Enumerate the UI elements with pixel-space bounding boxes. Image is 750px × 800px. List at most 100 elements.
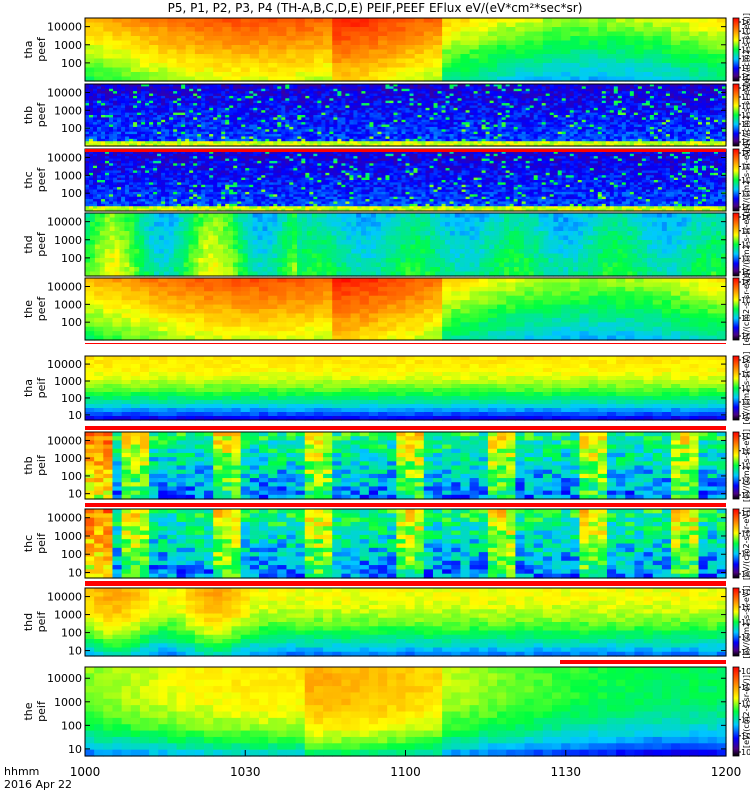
- heatmap-cell: [189, 93, 194, 97]
- heatmap-cell: [460, 40, 471, 46]
- heatmap-cell: [101, 126, 106, 130]
- heatmap-cell: [317, 141, 322, 145]
- heatmap-cell: [401, 100, 407, 104]
- heatmap-cell: [489, 98, 495, 102]
- heatmap-cell: [465, 124, 471, 128]
- heatmap-cell: [465, 86, 471, 90]
- heatmap-cell: [389, 138, 395, 142]
- heatmap-cell: [205, 124, 210, 128]
- heatmap-cell: [513, 95, 519, 99]
- heatmap-cell: [345, 110, 351, 114]
- heatmap-cell: [167, 18, 178, 24]
- heatmap-cell: [365, 88, 371, 92]
- heatmap-cell: [313, 136, 318, 140]
- heatmap-cell: [153, 100, 158, 104]
- heatmap-cell: [442, 72, 452, 78]
- heatmap-cell: [213, 72, 223, 78]
- heatmap-cell: [139, 36, 150, 42]
- heatmap-cell: [157, 86, 162, 90]
- heatmap-cell: [579, 40, 590, 46]
- heatmap-cell: [437, 95, 443, 99]
- heatmap-cell: [525, 138, 531, 142]
- heatmap-cell: [321, 86, 326, 90]
- heatmap-cell: [405, 107, 411, 111]
- heatmap-cell: [349, 129, 355, 133]
- heatmap-cell: [165, 95, 170, 99]
- heatmap-cell: [130, 58, 141, 64]
- heatmap-cell: [501, 129, 507, 133]
- heatmap-cell: [513, 100, 519, 104]
- heatmap-cell: [233, 141, 238, 145]
- heatmap-cell: [485, 134, 491, 138]
- heatmap-cell: [149, 91, 154, 95]
- heatmap-cell: [85, 54, 95, 60]
- heatmap-cell: [323, 58, 333, 64]
- heatmap-cell: [401, 84, 407, 87]
- heatmap-cell: [321, 88, 326, 92]
- heatmap-cell: [130, 22, 141, 28]
- heatmap-cell: [209, 119, 214, 123]
- heatmap-cell: [149, 134, 154, 138]
- heatmap-cell: [189, 129, 194, 133]
- heatmap-cell: [145, 98, 150, 102]
- heatmap-cell: [185, 54, 196, 60]
- heatmap-cell: [161, 129, 166, 133]
- heatmap-cell: [561, 45, 571, 51]
- heatmap-cell: [297, 86, 302, 90]
- heatmap-cell: [193, 143, 198, 147]
- heatmap-cell: [249, 88, 254, 92]
- heatmap-cell: [570, 58, 581, 64]
- heatmap-cell: [89, 122, 94, 126]
- heatmap-cell: [449, 112, 455, 116]
- heatmap-cell: [353, 110, 359, 114]
- heatmap-cell: [373, 115, 379, 118]
- heatmap-cell: [289, 100, 294, 104]
- heatmap-cell: [537, 93, 543, 97]
- heatmap-cell: [387, 72, 397, 78]
- heatmap-cell: [509, 105, 515, 109]
- heatmap-cell: [441, 143, 447, 147]
- heatmap-cell: [481, 95, 487, 99]
- heatmap-cell: [515, 67, 526, 73]
- heatmap-cell: [265, 88, 270, 92]
- heatmap-cell: [329, 112, 334, 116]
- heatmap-cell: [101, 134, 106, 138]
- heatmap-cell: [350, 58, 361, 64]
- heatmap-cell: [257, 143, 262, 147]
- heatmap-cell: [333, 134, 338, 138]
- heatmap-cell: [193, 115, 198, 118]
- heatmap-cell: [109, 112, 114, 116]
- heatmap-cell: [167, 36, 178, 42]
- heatmap-cell: [137, 91, 142, 95]
- heatmap-cell: [205, 129, 210, 133]
- heatmap-cell: [409, 103, 415, 107]
- heatmap-cell: [177, 93, 182, 97]
- heatmap-cell: [361, 117, 367, 121]
- heatmap-cell: [129, 105, 134, 109]
- heatmap-cell: [89, 124, 94, 128]
- heatmap-cell: [269, 136, 274, 140]
- heatmap-cell: [97, 103, 102, 107]
- heatmap-cell: [393, 141, 399, 145]
- heatmap-cell: [397, 103, 403, 107]
- heatmap-cell: [561, 36, 571, 42]
- heatmap-cell: [225, 119, 230, 123]
- heatmap-cell: [353, 122, 359, 126]
- heatmap-cell: [515, 63, 526, 69]
- heatmap-cell: [89, 91, 94, 95]
- heatmap-cell: [305, 93, 310, 97]
- heatmap-cell: [451, 45, 462, 51]
- heatmap-cell: [281, 103, 286, 107]
- heatmap-cell: [97, 129, 102, 133]
- heatmap-cell: [409, 117, 415, 121]
- heatmap-cell: [193, 131, 198, 135]
- heatmap-cell: [469, 110, 475, 114]
- heatmap-cell: [295, 31, 306, 37]
- heatmap-cell: [461, 93, 467, 97]
- heatmap-cell: [193, 117, 198, 121]
- heatmap-cell: [461, 112, 467, 116]
- heatmap-cell: [213, 95, 218, 99]
- heatmap-cell: [453, 117, 459, 121]
- heatmap-cell: [561, 72, 571, 78]
- heatmap-cell: [597, 45, 608, 51]
